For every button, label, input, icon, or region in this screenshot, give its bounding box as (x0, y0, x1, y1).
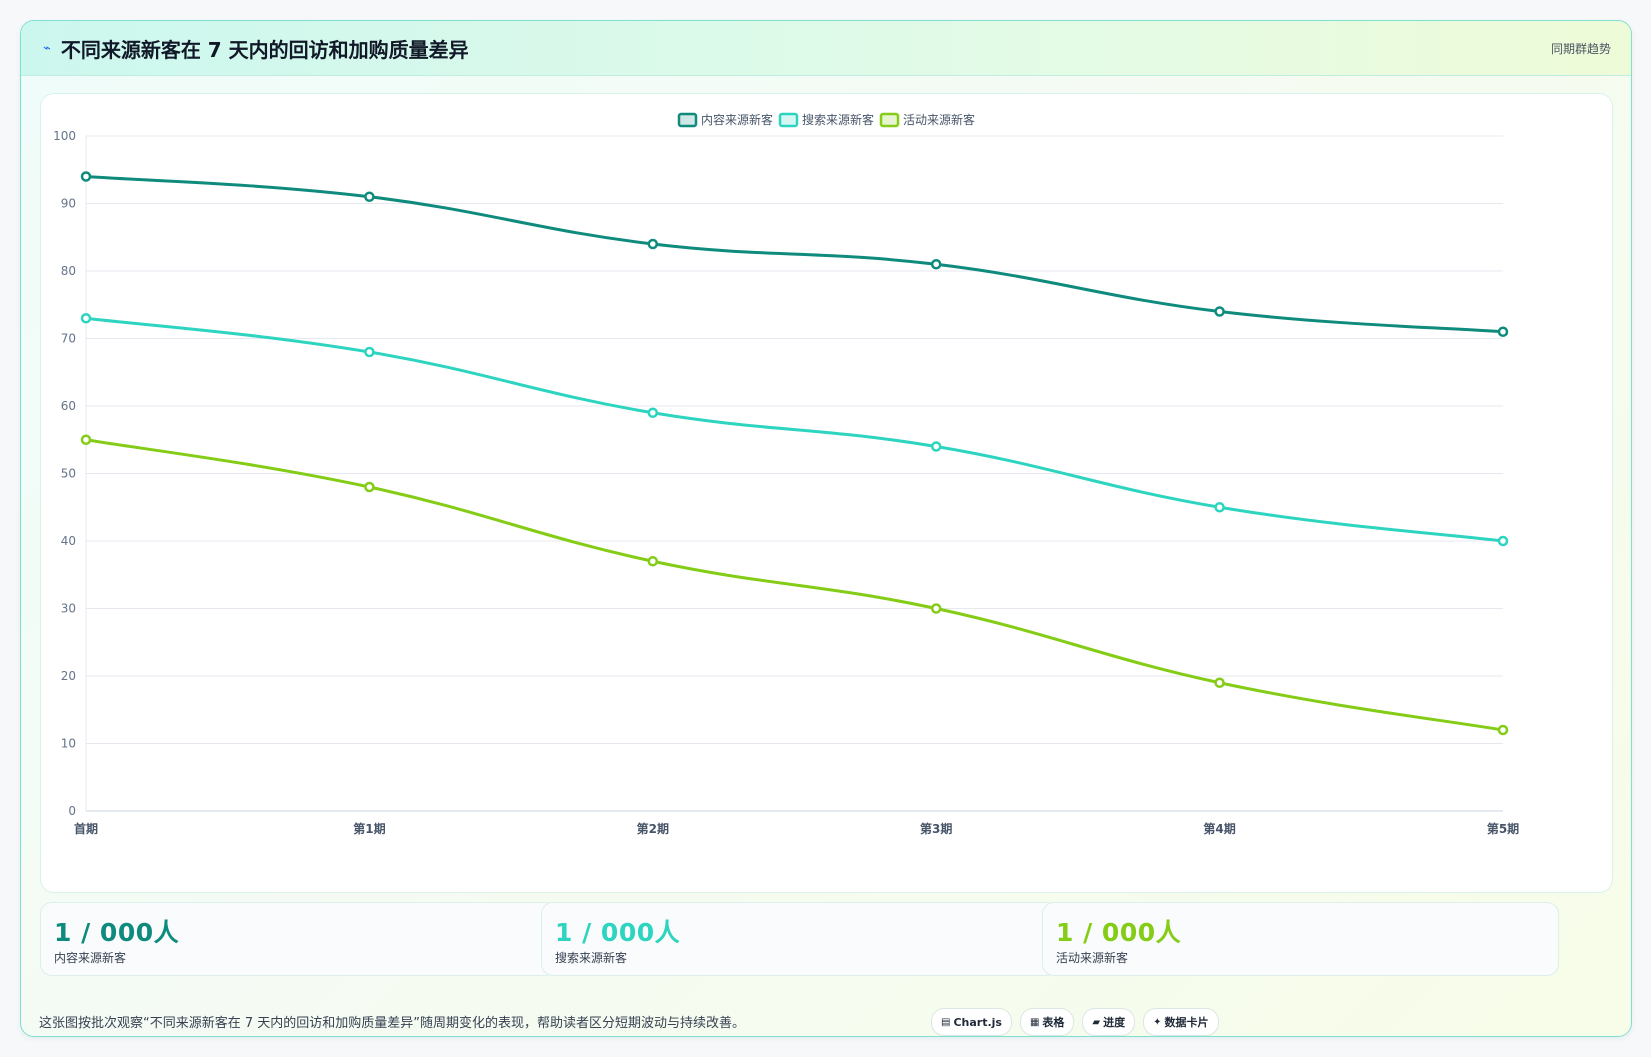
legend-swatch (879, 112, 900, 128)
series-line-1 (84, 316, 1505, 543)
y-tick-label: 0 (68, 804, 76, 818)
data-point (364, 481, 375, 493)
y-tick-label: 60 (61, 399, 76, 413)
card-footer: 这张图按批次观察“不同来源新客在 7 天内的回访和加购质量差异”随周期变化的表现… (39, 1006, 1613, 1036)
chart-icon: ▤ (941, 1016, 951, 1028)
chip-progress[interactable]: ▰ 进度 (1082, 1008, 1136, 1036)
stat-label: 活动来源新客 (1056, 951, 1129, 965)
sparkle-icon: ✦ (1153, 1016, 1162, 1028)
stat-value: 1 / 000人 (555, 918, 681, 947)
y-tick-label: 100 (53, 129, 76, 143)
x-tick-label: 首期 (74, 821, 98, 836)
y-tick-label: 50 (61, 467, 76, 481)
data-point (80, 313, 92, 324)
chip-label: 进度 (1103, 1016, 1126, 1029)
legend-swatch (677, 112, 698, 128)
chart-category-tag: 同期群趋势 (1550, 41, 1611, 56)
data-point (1497, 535, 1509, 547)
data-point (1214, 502, 1225, 513)
legend-label: 活动来源新客 (903, 112, 975, 127)
chip-label: 表格 (1042, 1016, 1065, 1029)
data-point (1214, 677, 1225, 688)
y-tick-label: 10 (61, 737, 76, 751)
chip-table[interactable]: ▦ 表格 (1019, 1008, 1075, 1036)
y-tick-label: 20 (61, 669, 76, 683)
legend-label: 搜索来源新客 (802, 112, 874, 127)
series-line-0 (84, 175, 1505, 334)
stat-card-campaign: 1 / 000人 活动来源新客 (1042, 902, 1559, 976)
stat-card-content: 1 / 000人 内容来源新客 (40, 902, 557, 976)
stat-card-search: 1 / 000人 搜索来源新客 (541, 902, 1058, 976)
data-point (930, 441, 942, 452)
data-point (1214, 306, 1225, 317)
stat-cards: 1 / 000人 内容来源新客 1 / 000人 搜索来源新客 1 / 000人… (40, 902, 1611, 976)
stat-label: 搜索来源新客 (555, 951, 628, 965)
x-tick-label: 第5期 (1487, 821, 1519, 836)
series-line-2 (84, 438, 1505, 732)
stat-label: 内容来源新客 (54, 951, 127, 965)
data-point (1497, 724, 1509, 736)
x-tick-label: 第1期 (353, 821, 385, 836)
line-chart-panel: 0 10 20 30 40 50 60 70 80 90 100 首期 第1期 第2期 第3期 第4期 第5期 内… (40, 93, 1613, 893)
chip-chartjs[interactable]: ▤ Chart.js (931, 1008, 1012, 1036)
y-tick-label: 70 (61, 332, 76, 346)
chart-card: ⌁ 不同来源新客在 7 天内的回访和加购质量差异 同期群趋势 0 10 20 30 40… (20, 20, 1632, 1037)
data-point (647, 407, 659, 418)
chart-title: 不同来源新客在 7 天内的回访和加购质量差异 (60, 37, 469, 62)
data-point (364, 191, 375, 202)
chip-label: 数据卡片 (1164, 1016, 1209, 1029)
legend-swatch (778, 112, 799, 128)
progress-icon: ▰ (1092, 1016, 1101, 1028)
data-point (1497, 326, 1509, 337)
x-tick-label: 第2期 (637, 821, 669, 836)
chip-data-cards[interactable]: ✦ 数据卡片 (1143, 1008, 1219, 1036)
stat-value: 1 / 000人 (1056, 918, 1182, 947)
data-point (364, 346, 375, 358)
data-point (647, 238, 659, 250)
trend-icon: ⌁ (43, 40, 51, 56)
line-chart: 0 10 20 30 40 50 60 70 80 90 100 首期 第1期 第2期 第3期 第4期 第5期 内… (53, 112, 1519, 836)
y-tick-label: 40 (61, 534, 76, 548)
chip-label: Chart.js (953, 1015, 1002, 1029)
table-icon: ▦ (1029, 1016, 1040, 1028)
view-switcher: ▤ Chart.js ▦ 表格 ▰ 进度 ✦ 数据卡片 (931, 1008, 1219, 1036)
y-tick-label: 30 (61, 602, 76, 616)
data-point (647, 556, 659, 567)
legend-label: 内容来源新客 (701, 112, 773, 127)
stat-value: 1 / 000人 (54, 918, 180, 947)
y-tick-label: 90 (61, 197, 76, 211)
y-tick-label: 80 (61, 264, 76, 278)
data-point (930, 603, 942, 614)
data-point (80, 171, 92, 182)
data-point (930, 259, 942, 270)
chart-description: 这张图按批次观察“不同来源新客在 7 天内的回访和加购质量差异”随周期变化的表现… (39, 1016, 746, 1031)
x-tick-label: 第4期 (1203, 821, 1235, 836)
x-tick-label: 第3期 (920, 821, 952, 836)
data-point (80, 434, 92, 445)
card-header: ⌁ 不同来源新客在 7 天内的回访和加购质量差异 同期群趋势 (21, 21, 1631, 76)
